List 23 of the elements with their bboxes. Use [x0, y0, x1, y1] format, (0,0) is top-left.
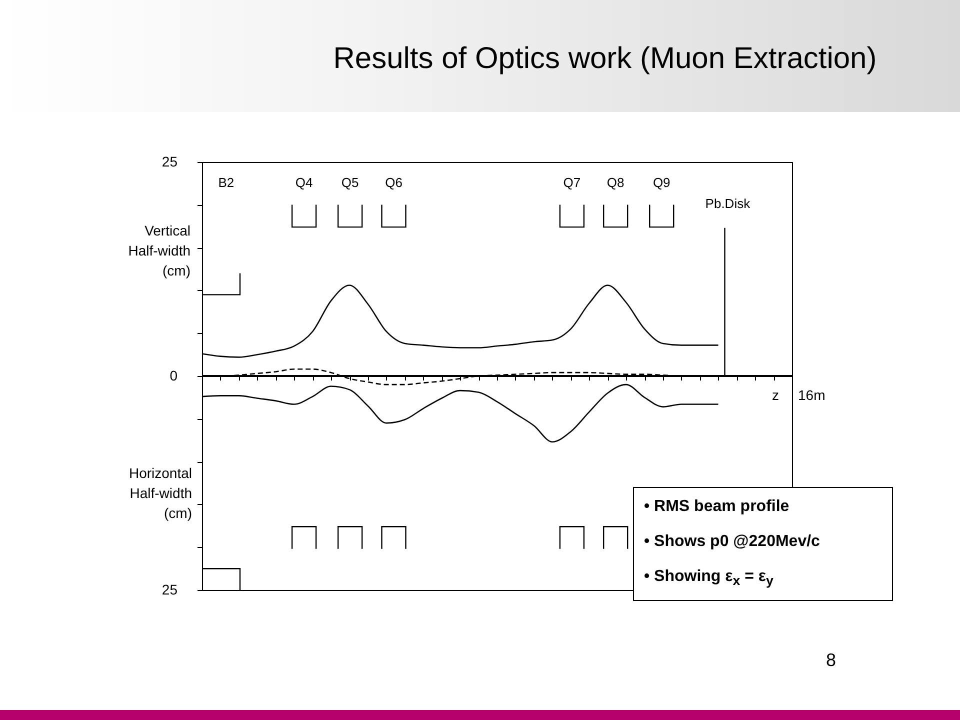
chart-title: Results of Optics work (Muon Extraction)	[332, 42, 878, 76]
annotation: Q7	[563, 175, 581, 190]
line-series	[201, 284, 719, 358]
y-tick-label: 25	[162, 154, 178, 170]
annotation: • RMS beam profile	[644, 497, 790, 517]
text: 16m	[798, 387, 826, 403]
y-axis-title: Vertical Half-width (cm)	[128, 222, 190, 278]
annotation: Q5	[341, 175, 359, 190]
text: 8	[826, 650, 836, 671]
annotation: Q4	[295, 175, 313, 190]
annotation: • Showing ε$_{x}$ = ε$_{y}$	[644, 567, 774, 590]
line-series	[201, 384, 719, 443]
annotation: Q9	[652, 175, 670, 190]
x-axis-title: z	[772, 387, 779, 403]
y-tick-label: 0	[170, 368, 178, 384]
text: Horizontal Half-width (cm)	[128, 464, 192, 523]
annotation: • Shows p0 @220Mev/c	[644, 532, 821, 552]
annotation: Q8	[606, 175, 624, 190]
annotation: B2	[218, 175, 234, 190]
y-tick-label: 25	[162, 582, 178, 598]
note-box: • RMS beam profile • Shows p0 @220Mev/c • Showing ε$_{x}$ = ε$_{y}$	[633, 487, 893, 601]
annotation: Q6	[385, 175, 402, 190]
annotation: Pb.Disk	[705, 196, 750, 211]
